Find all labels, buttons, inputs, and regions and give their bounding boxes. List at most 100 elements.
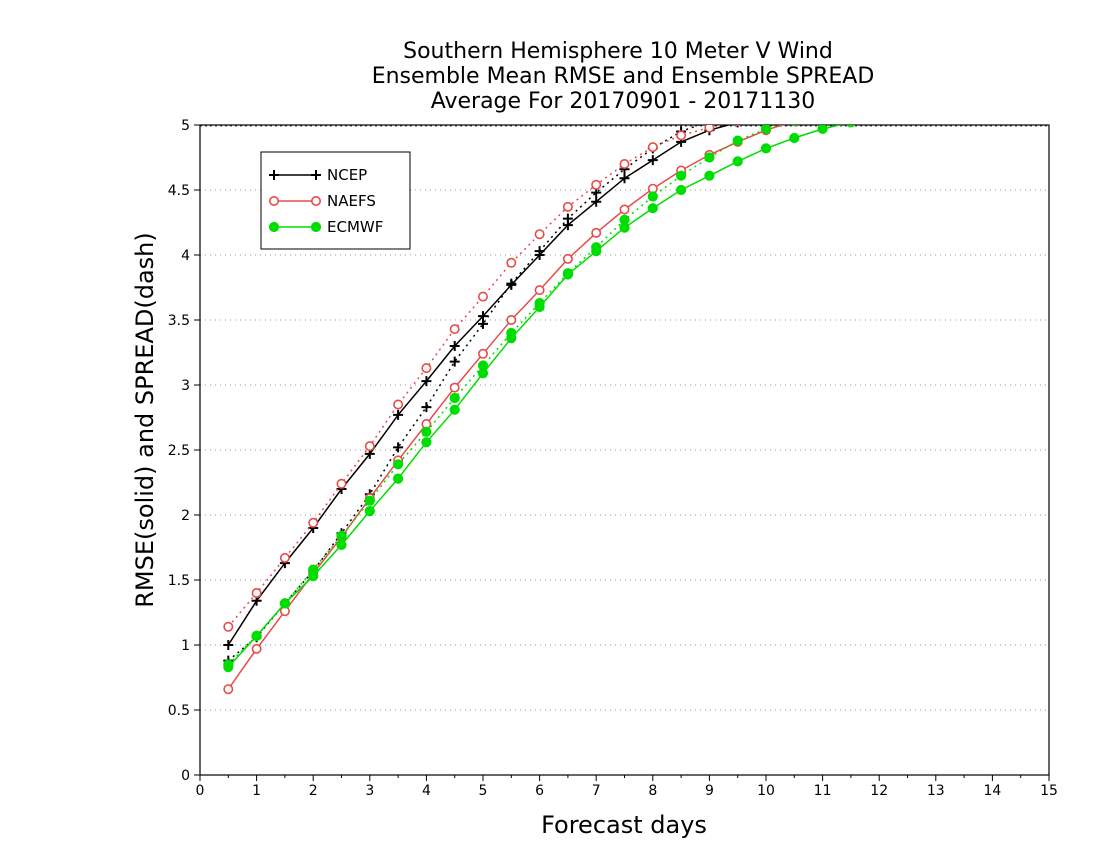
legend-marker-right xyxy=(310,196,321,207)
point-ncep-rmse-0 xyxy=(223,640,234,650)
x-tick-label-0: 0 xyxy=(196,783,205,799)
point-ecmwf-rmse-4 xyxy=(336,539,347,551)
point-naefs-rmse-14 xyxy=(619,204,630,215)
point-naefs-spread-16 xyxy=(676,130,687,141)
point-ecmwf-spread-15 xyxy=(647,191,658,202)
x-tick-label-12: 12 xyxy=(870,783,888,799)
point-ecmwf-rmse-17 xyxy=(704,170,715,181)
x-tick-label-13: 13 xyxy=(927,783,945,799)
y-tick-label-3: 1.5 xyxy=(168,573,190,589)
legend-item-ecmwf: ECMWF xyxy=(268,218,383,236)
point-naefs-spread-3 xyxy=(308,517,319,528)
point-ncep-rmse-13 xyxy=(591,196,602,207)
x-tick-label-6: 6 xyxy=(535,783,544,799)
point-ecmwf-spread-18 xyxy=(732,135,743,146)
point-naefs-spread-18 xyxy=(734,125,741,127)
legend-label: ECMWF xyxy=(327,218,383,236)
y-tick-label-8: 4 xyxy=(181,248,190,264)
point-ecmwf-spread-2 xyxy=(279,598,290,609)
x-tick-label-5: 5 xyxy=(479,783,488,799)
point-ecmwf-rmse-5 xyxy=(364,506,375,517)
point-ncep-spread-22 xyxy=(846,97,856,107)
point-naefs-spread-7 xyxy=(421,363,432,374)
point-naefs-spread-6 xyxy=(393,399,404,410)
point-ecmwf-spread-0 xyxy=(223,659,234,670)
point-ecmwf-spread-5 xyxy=(364,495,375,506)
y-tick-label-6: 3 xyxy=(181,378,190,394)
legend-marker-right xyxy=(311,170,321,180)
point-ecmwf-spread-6 xyxy=(393,459,404,470)
point-naefs-spread-4 xyxy=(336,478,347,489)
point-ecmwf-rmse-16 xyxy=(676,184,687,196)
point-ecmwf-spread-14 xyxy=(619,214,630,225)
point-ecmwf-spread-7 xyxy=(421,426,432,437)
legend-marker-left xyxy=(269,170,279,180)
point-naefs-spread-22 xyxy=(847,104,855,112)
point-ncep-rmse-7 xyxy=(421,376,432,387)
point-naefs-spread-17 xyxy=(704,125,715,133)
y-tick-label-10: 5 xyxy=(181,118,190,134)
point-ncep-spread-7 xyxy=(421,402,432,413)
point-ncep-rmse-22 xyxy=(846,101,856,111)
point-naefs-spread-19 xyxy=(762,113,770,121)
point-naefs-rmse-1 xyxy=(251,643,262,654)
point-naefs-rmse-9 xyxy=(477,348,488,359)
point-naefs-spread-1 xyxy=(251,587,262,598)
legend-marker-right xyxy=(310,221,322,233)
point-naefs-spread-2 xyxy=(279,552,290,563)
point-ecmwf-spread-21 xyxy=(818,111,827,120)
x-tick-label-11: 11 xyxy=(814,783,832,799)
plot-area: 00.511.522.533.544.550 1 2 3 4 5 6 7 8 9 10 11 12 13 1… xyxy=(168,97,1058,799)
legend-label: NCEP xyxy=(327,166,367,184)
legend-label: NAEFS xyxy=(327,192,376,210)
y-tick-label-2: 1 xyxy=(181,638,190,654)
point-naefs-rmse-22 xyxy=(847,105,855,113)
chart-title-line-3: Average For 20170901 - 20171130 xyxy=(431,89,816,114)
point-ecmwf-spread-4 xyxy=(336,530,347,541)
point-ecmwf-spread-17 xyxy=(704,152,715,163)
point-ncep-rmse-8 xyxy=(449,341,460,351)
legend: NCEP NAEFS ECMWF xyxy=(260,151,411,250)
x-tick-label-7: 7 xyxy=(592,783,601,799)
x-tick-label-3: 3 xyxy=(365,783,374,799)
point-ncep-spread-8 xyxy=(449,356,460,367)
point-ecmwf-rmse-7 xyxy=(421,437,432,448)
point-naefs-rmse-11 xyxy=(534,285,545,296)
point-ecmwf-spread-12 xyxy=(562,268,574,279)
y-tick-label-9: 4.5 xyxy=(168,183,190,199)
series-naefs-spread xyxy=(223,104,855,632)
point-ecmwf-spread-20 xyxy=(791,125,798,127)
point-ecmwf-rmse-6 xyxy=(393,473,404,484)
y-tick-label-5: 2.5 xyxy=(168,443,190,459)
point-ncep-spread-21 xyxy=(818,99,828,109)
point-naefs-spread-5 xyxy=(364,441,375,452)
point-naefs-spread-14 xyxy=(619,159,630,170)
point-naefs-spread-15 xyxy=(647,142,658,153)
point-naefs-spread-9 xyxy=(477,291,488,302)
point-ncep-rmse-6 xyxy=(393,409,404,420)
x-tick-label-10: 10 xyxy=(757,783,775,799)
legend-marker-left xyxy=(268,196,279,207)
series-ecmwf-spread xyxy=(223,111,827,670)
chart-title-line-2: Ensemble Mean RMSE and Ensemble SPREAD xyxy=(372,64,875,89)
legend-marker-left xyxy=(268,221,280,233)
y-tick-label-7: 3.5 xyxy=(168,313,190,329)
point-naefs-spread-0 xyxy=(223,621,234,632)
point-ecmwf-spread-8 xyxy=(449,392,460,404)
point-naefs-rmse-12 xyxy=(562,253,573,264)
point-naefs-rmse-13 xyxy=(591,227,602,238)
point-naefs-spread-12 xyxy=(562,201,573,212)
x-tick-label-14: 14 xyxy=(983,783,1001,799)
x-tick-label-2: 2 xyxy=(309,783,318,799)
x-axis-label: Forecast days xyxy=(541,811,707,839)
y-tick-label-4: 2 xyxy=(181,508,190,524)
point-ecmwf-spread-19 xyxy=(760,125,772,134)
point-naefs-spread-13 xyxy=(591,179,602,190)
x-tick-label-9: 9 xyxy=(705,783,714,799)
point-ncep-rmse-15 xyxy=(647,155,658,166)
point-ecmwf-spread-13 xyxy=(591,242,602,253)
point-ecmwf-spread-9 xyxy=(477,360,489,371)
point-ncep-spread-10 xyxy=(506,278,517,289)
series-line-ecmwf-spread xyxy=(227,125,783,666)
